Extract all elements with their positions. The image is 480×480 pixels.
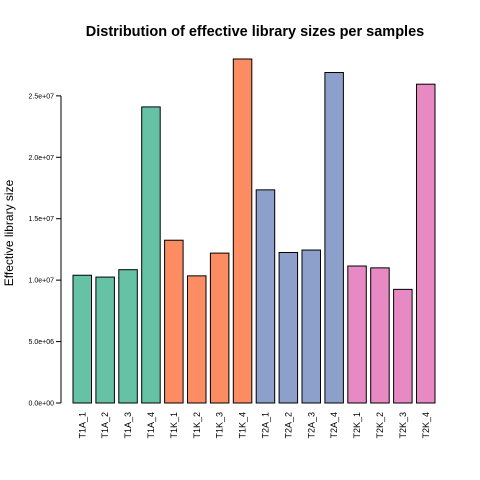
x-tick-label: T1K_3	[215, 412, 225, 439]
x-tick-label: T2K_3	[398, 412, 408, 439]
x-axis-labels: T1A_1 T1A_2 T1A_3 T1A_4 T1K_1 T1K_2 T1K_3 T1K_4…	[77, 412, 431, 439]
bar-t2a-3	[301, 249, 321, 404]
x-tick-label: T1A_3	[123, 412, 133, 439]
bar-t2a-1	[255, 189, 276, 404]
bars	[72, 58, 436, 404]
x-tick-label: T2A_3	[306, 412, 316, 439]
bar-t1a-3	[118, 269, 138, 404]
bar-t2k-2	[370, 267, 390, 404]
x-tick-label: T1A_2	[100, 412, 110, 439]
x-tick-label: T1A_1	[77, 412, 87, 439]
y-tick-label: 5.0e+06	[29, 339, 55, 346]
y-axis: 0.0e+00 5.0e+06 1.0e+07 1.5e+07 2.0e+07 2.5e+…	[29, 93, 62, 408]
bar-t1a-4	[141, 106, 161, 404]
x-tick-label: T1A_4	[146, 412, 156, 439]
x-tick-label: T2K_1	[352, 412, 362, 439]
bar-t1k-4	[232, 58, 253, 404]
x-tick-label: T1K_2	[192, 412, 202, 439]
x-tick-label: T1K_4	[238, 412, 248, 439]
y-tick-label: 2.0e+07	[29, 155, 55, 162]
x-tick-label: T2A_2	[283, 412, 293, 439]
bar-t2a-4	[324, 72, 344, 404]
y-axis-label: Effective library size	[2, 179, 16, 286]
y-tick-label: 1.5e+07	[29, 216, 55, 223]
y-tick-label: 2.5e+07	[29, 93, 55, 100]
bar-t1a-2	[95, 276, 115, 404]
x-tick-label: T2K_4	[421, 412, 431, 439]
bar-t1k-3	[209, 252, 230, 404]
bar-t2a-2	[278, 252, 299, 404]
x-tick-label: T2K_2	[375, 412, 385, 439]
y-tick-label: 0.0e+00	[29, 401, 55, 408]
x-tick-label: T1K_1	[169, 412, 179, 439]
bar-t2k-1	[347, 265, 367, 404]
bar-t2k-4	[416, 83, 436, 404]
bar-t1k-1	[164, 239, 184, 404]
x-tick-label: T2A_1	[260, 412, 270, 439]
chart-title: Distribution of effective library sizes …	[86, 24, 424, 40]
bar-t1a-1	[72, 274, 92, 404]
bar-t1k-2	[187, 275, 207, 404]
x-tick-label: T2A_4	[329, 412, 339, 439]
bar-t2k-3	[393, 288, 413, 404]
y-tick-label: 1.0e+07	[29, 278, 55, 285]
